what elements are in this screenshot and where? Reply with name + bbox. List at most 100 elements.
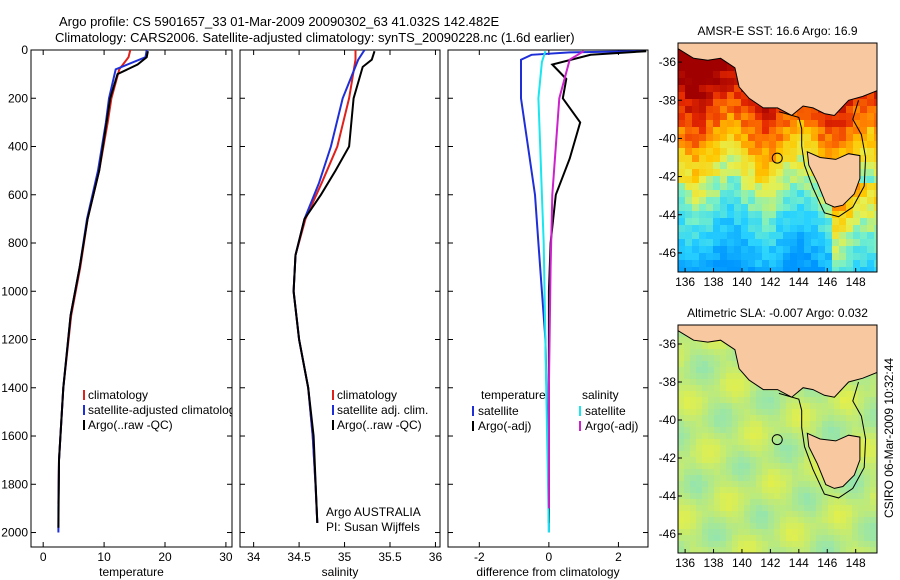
map-cell [690,403,697,410]
map-cell [811,120,819,128]
map-cell [853,106,861,114]
map-cell [858,505,865,512]
map-cell [798,445,805,452]
map-cell [804,218,812,226]
map-panel-sst: 136 138 140 142 144 146 148-36-38-40-42-44-46A… [659,24,878,289]
map-cell [696,361,703,368]
map-cell [708,517,715,524]
map-cell [678,232,686,240]
map-cell [762,547,769,553]
map-cell [699,169,707,177]
map-cell [706,64,714,72]
map-cell [792,547,799,553]
map-cell [864,433,871,440]
map-cell [748,106,756,114]
map-cell [726,505,733,512]
map-cell [768,445,775,452]
map-cell [762,499,769,506]
map-cell [832,120,840,128]
map-cell [741,127,749,135]
x-tick-label: 140 [732,275,752,289]
map-cell [811,253,819,261]
map-cell [748,169,756,177]
map-cell [678,239,686,247]
map-cell [699,141,707,149]
map-cell [774,529,781,536]
map-cell [678,148,686,156]
map-cell [690,367,697,374]
map-cell [714,409,721,416]
map-cell [840,529,847,536]
map-cell [864,391,871,398]
map-cell [860,246,868,254]
map-cell [755,190,763,198]
map-cell [678,529,685,536]
map-cell [713,85,721,93]
map-cell [762,169,770,177]
map-cell [790,127,798,135]
map-cell [840,499,847,506]
map-cell [741,260,749,268]
map-cell [748,246,756,254]
x-tick-label: 148 [846,556,866,570]
map-cell [786,517,793,524]
map-cell [699,218,707,226]
map-cell [790,232,798,240]
map-cell [732,499,739,506]
map-cell [874,113,877,121]
map-cell [699,197,707,205]
map-cell [702,367,709,374]
map-cell [678,169,686,177]
map-cell [738,511,745,518]
map-cell [720,253,728,261]
map-cell [804,409,811,416]
map-cell [762,475,769,482]
map-cell [825,204,833,212]
map-cell [797,106,805,114]
map-cell [738,409,745,416]
map-cell [706,183,714,191]
map-cell [762,267,770,272]
map-cell [774,475,781,482]
map-cell [678,373,685,380]
map-cell [874,211,877,219]
map-cell [874,155,877,163]
map-cell [706,246,714,254]
map-cell [776,183,784,191]
map-cell [874,106,877,114]
map-cell [853,246,861,254]
map-cell [870,379,877,386]
map-cell [720,155,728,163]
map-cell [702,523,709,530]
map-cell [852,499,859,506]
map-cell [846,148,854,156]
map-cell [853,141,861,149]
map-cell [774,463,781,470]
map-cell [744,397,751,404]
map-cell [804,439,811,446]
map-cell [706,57,714,65]
map-cell [798,493,805,500]
map-cell [860,218,868,226]
map-cell [696,391,703,398]
map-cell [864,421,871,428]
map-cell [744,427,751,434]
map-cell [798,451,805,458]
map-cell [720,397,727,404]
map-cell [755,141,763,149]
map-cell [708,481,715,488]
map-cell [783,190,791,198]
map-cell [874,225,877,233]
map-cell [870,427,877,434]
map-cell [755,260,763,268]
map-cell [786,409,793,416]
map-cell [702,397,709,404]
map-cell [804,469,811,476]
map-cell [864,487,871,494]
map-cell [692,239,700,247]
map-cell [702,439,709,446]
map-cell [811,127,819,135]
map-cell [783,239,791,247]
y-tick-label: 1800 [1,477,28,491]
map-cell [744,469,751,476]
